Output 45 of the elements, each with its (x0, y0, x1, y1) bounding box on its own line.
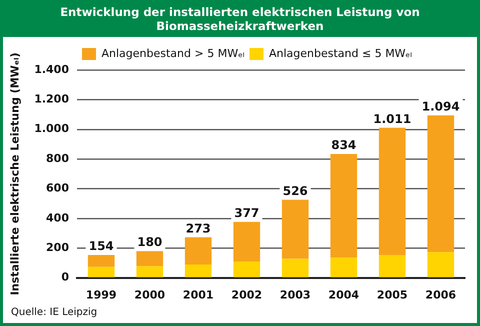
y-tick-label: 0 (61, 270, 70, 284)
x-tick-label: 2000 (134, 288, 166, 302)
total-label: 526 (282, 184, 308, 198)
bar (136, 266, 164, 278)
y-tick-label: 1.200 (34, 92, 70, 106)
bar (330, 258, 358, 278)
chart-title: Entwicklung der installierten elektrischen Leistung von Biomasseheizkraftwerken (3, 3, 477, 37)
bar (427, 252, 454, 278)
x-tick-label: 2003 (280, 288, 311, 302)
y-axis-title: Installierte elektrische Leistung (MWₑₗ) (8, 52, 22, 296)
total-label: 273 (186, 221, 211, 236)
total-label: 154 (88, 239, 114, 254)
x-tick-label: 2006 (425, 288, 456, 302)
total-label: 377 (234, 206, 260, 220)
y-tick-label: 600 (46, 182, 70, 195)
bar (378, 128, 406, 255)
x-tick-label: 1999 (86, 288, 117, 302)
bar (233, 222, 260, 262)
x-tick-label: 2005 (376, 288, 408, 302)
source-note: Quelle: IE Leipzig (11, 307, 98, 318)
bar (88, 266, 115, 278)
bar (282, 200, 309, 259)
bar (233, 261, 260, 278)
y-tick-label: 1.000 (34, 122, 70, 136)
legend-label: Anlagenbestand > 5 MWₑₗ (101, 46, 245, 60)
bar (427, 115, 454, 252)
legend-label: Anlagenbestand ≤ 5 MWₑₗ (268, 46, 412, 60)
bar (282, 258, 309, 278)
total-label: 1.094 (422, 100, 460, 114)
x-tick-label: 2001 (182, 288, 214, 302)
x-tick-label: 2002 (231, 288, 262, 302)
bar (136, 251, 164, 266)
bar (330, 154, 358, 258)
total-label: 834 (331, 138, 356, 152)
x-tick-label: 2004 (328, 288, 360, 302)
bar (184, 264, 212, 278)
y-tick-label: 1.400 (34, 62, 70, 76)
y-tick-label: 200 (46, 240, 70, 254)
bar (88, 254, 115, 267)
bar (184, 237, 212, 264)
total-label: 1.011 (373, 112, 412, 126)
total-label: 180 (137, 235, 162, 250)
y-tick-label: 800 (46, 152, 70, 165)
y-tick-label: 400 (46, 211, 70, 224)
bar (378, 254, 406, 278)
